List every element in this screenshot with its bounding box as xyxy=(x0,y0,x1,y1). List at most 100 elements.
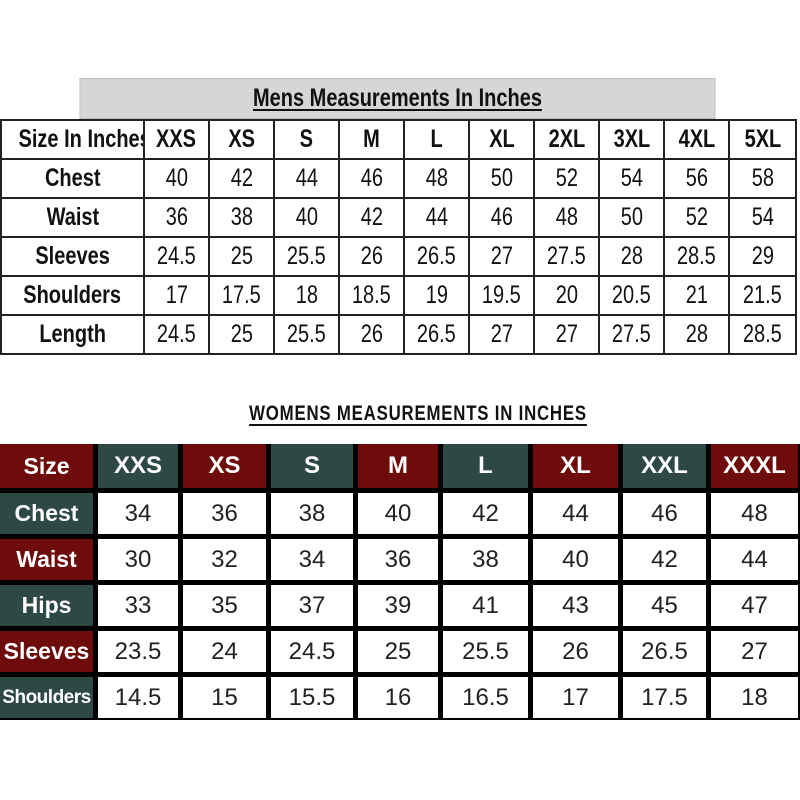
measurement-cell-text: 18 xyxy=(295,281,318,309)
measurement-cell-text: 54 xyxy=(751,203,774,231)
measurement-cell-text: 26.5 xyxy=(417,320,456,348)
measurement-cell-text: 21 xyxy=(685,281,708,309)
size-header: XXL xyxy=(623,444,706,488)
measurement-cell: 17.5 xyxy=(208,275,275,316)
measurement-cell: 28 xyxy=(663,314,730,355)
size-header: XS xyxy=(208,119,275,160)
measurement-cell: 27 xyxy=(468,314,535,355)
size-header: 2XL xyxy=(533,119,600,160)
measurement-cell-text: 36 xyxy=(165,203,188,231)
measurement-cell-text: 28.5 xyxy=(743,320,782,348)
measurement-cell-text: 27 xyxy=(490,242,513,270)
measurement-cell-text: 28 xyxy=(620,242,643,270)
measurement-cell: 21.5 xyxy=(728,275,797,316)
row-label: Waist xyxy=(0,539,93,580)
measurement-cell-text: 52 xyxy=(685,203,708,231)
measurement-cell: 18 xyxy=(273,275,340,316)
measurement-cell-text: 17 xyxy=(165,281,188,309)
measurement-cell: 27.5 xyxy=(598,314,665,355)
measurement-cell-text: 20.5 xyxy=(612,281,651,309)
row-label: Chest xyxy=(0,493,93,534)
measurement-cell-text: 42 xyxy=(360,203,383,231)
row-label-text: Shoulders xyxy=(23,281,122,309)
measurement-cell: 44 xyxy=(533,493,618,534)
measurement-cell: 48 xyxy=(533,197,600,238)
measurement-cell: 44 xyxy=(403,197,470,238)
measurement-cell-text: 54 xyxy=(620,164,643,192)
size-header-text: 2XL xyxy=(548,125,585,153)
measurement-cell: 18.5 xyxy=(338,275,405,316)
measurement-cell: 26 xyxy=(533,631,618,672)
size-header: XS xyxy=(183,444,266,488)
measurement-cell: 35 xyxy=(183,585,266,626)
size-header: S xyxy=(271,444,353,488)
measurement-cell: 56 xyxy=(663,158,730,199)
row-label: Shoulders xyxy=(0,275,145,316)
mens-header-row: Size In Inches XXS XS S M L XL 2XL 3XL 4XL 5XL xyxy=(0,119,797,160)
measurement-cell-text: 19.5 xyxy=(482,281,521,309)
measurement-cell: 40 xyxy=(143,158,210,199)
measurement-cell: 50 xyxy=(468,158,535,199)
measurement-cell: 25 xyxy=(208,314,275,355)
size-header-text: S xyxy=(299,125,314,153)
measurement-cell: 19.5 xyxy=(468,275,535,316)
measurement-cell: 43 xyxy=(533,585,618,626)
measurement-cell: 41 xyxy=(443,585,528,626)
measurement-cell-text: 46 xyxy=(360,164,383,192)
measurement-cell-text: 40 xyxy=(165,164,188,192)
measurement-cell: 20.5 xyxy=(598,275,665,316)
row-label: Length xyxy=(0,314,145,355)
size-header: 5XL xyxy=(728,119,797,160)
measurement-cell-text: 42 xyxy=(230,164,253,192)
measurement-cell-text: 17.5 xyxy=(222,281,261,309)
measurement-cell: 27 xyxy=(711,631,798,672)
measurement-cell: 25.5 xyxy=(273,236,340,277)
measurement-cell: 40 xyxy=(273,197,340,238)
measurement-cell: 34 xyxy=(271,539,353,580)
size-header-text: XS xyxy=(228,125,255,153)
measurement-cell: 28 xyxy=(598,236,665,277)
measurement-cell: 20 xyxy=(533,275,600,316)
measurement-cell-text: 28 xyxy=(685,320,708,348)
measurement-cell: 26.5 xyxy=(623,631,706,672)
measurement-cell-text: 25 xyxy=(230,242,253,270)
measurement-cell: 38 xyxy=(208,197,275,238)
measurement-cell: 46 xyxy=(623,493,706,534)
measurement-cell: 21 xyxy=(663,275,730,316)
row-label-text: Chest xyxy=(44,164,101,192)
size-header-text: XXS xyxy=(156,125,197,153)
measurement-cell: 36 xyxy=(143,197,210,238)
measurement-cell: 23.5 xyxy=(98,631,178,672)
size-header: 3XL xyxy=(598,119,665,160)
womens-size-chart: Size XXS XS S M L XL XXL XXXL Chest 34 36 38 40 42 44 46… xyxy=(0,444,800,720)
measurement-cell-text: 21.5 xyxy=(743,281,782,309)
table-row: Length 24.5 25 25.5 26 26.5 27 27 27.5 28 28.5 xyxy=(0,314,797,355)
size-header: M xyxy=(358,444,438,488)
measurement-cell-text: 40 xyxy=(295,203,318,231)
measurement-cell: 42 xyxy=(443,493,528,534)
measurement-cell: 25 xyxy=(358,631,438,672)
measurement-cell: 34 xyxy=(98,493,178,534)
measurement-cell: 33 xyxy=(98,585,178,626)
measurement-cell: 19 xyxy=(403,275,470,316)
measurement-cell: 58 xyxy=(728,158,797,199)
table-row: Chest 40 42 44 46 48 50 52 54 56 58 xyxy=(0,158,797,199)
measurement-cell: 42 xyxy=(623,539,706,580)
size-header: XXS xyxy=(143,119,210,160)
measurement-cell-text: 25.5 xyxy=(287,242,326,270)
measurement-cell-text: 58 xyxy=(751,164,774,192)
size-header: M xyxy=(338,119,405,160)
mens-size-chart: Mens Measurements In Inches Size In Inch… xyxy=(0,78,797,355)
measurement-cell: 17.5 xyxy=(623,677,706,718)
measurement-cell-text: 19 xyxy=(425,281,448,309)
header-label: Size In Inches xyxy=(0,119,145,160)
measurement-cell-text: 50 xyxy=(490,164,513,192)
header-label: Size xyxy=(0,444,93,488)
measurement-cell-text: 25 xyxy=(230,320,253,348)
measurement-cell: 52 xyxy=(533,158,600,199)
size-header-text: 3XL xyxy=(613,125,650,153)
measurement-cell: 16.5 xyxy=(443,677,528,718)
womens-chart-title: WOMENS MEASUREMENTS IN INCHES xyxy=(249,402,587,425)
size-header: XXXL xyxy=(711,444,798,488)
measurement-cell: 40 xyxy=(358,493,438,534)
